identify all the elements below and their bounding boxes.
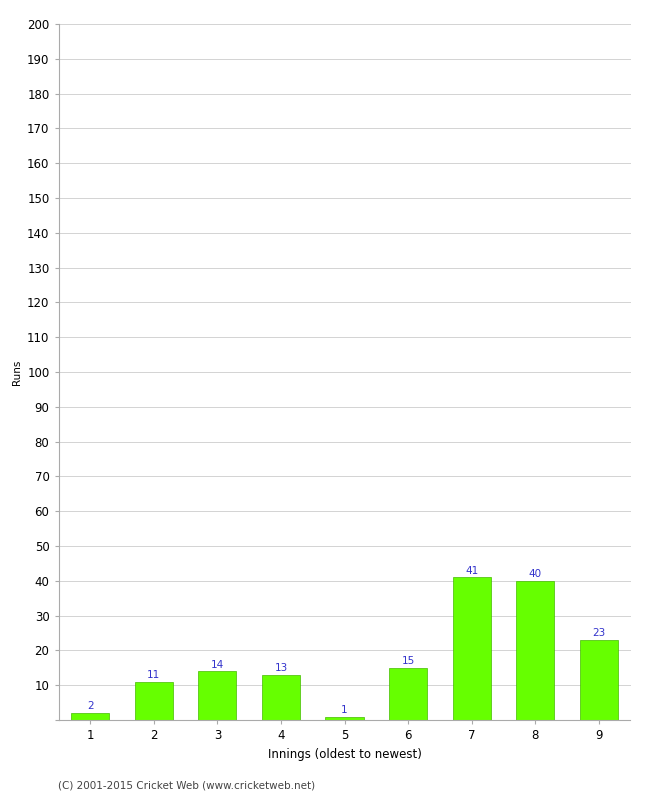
Bar <box>326 717 363 720</box>
Text: 15: 15 <box>402 656 415 666</box>
Bar <box>516 581 554 720</box>
Text: (C) 2001-2015 Cricket Web (www.cricketweb.net): (C) 2001-2015 Cricket Web (www.cricketwe… <box>58 781 316 790</box>
Bar <box>135 682 173 720</box>
Bar <box>198 671 237 720</box>
Text: 40: 40 <box>528 569 541 579</box>
X-axis label: Innings (oldest to newest): Innings (oldest to newest) <box>268 747 421 761</box>
Text: 2: 2 <box>87 702 94 711</box>
Text: 23: 23 <box>592 628 605 638</box>
Text: 11: 11 <box>147 670 161 680</box>
Bar <box>580 640 617 720</box>
Bar <box>262 674 300 720</box>
Bar <box>389 668 427 720</box>
Text: 1: 1 <box>341 705 348 714</box>
Y-axis label: Runs: Runs <box>12 359 21 385</box>
Bar <box>452 578 491 720</box>
Text: 13: 13 <box>274 663 287 673</box>
Bar <box>72 713 109 720</box>
Text: 41: 41 <box>465 566 478 575</box>
Text: 14: 14 <box>211 659 224 670</box>
